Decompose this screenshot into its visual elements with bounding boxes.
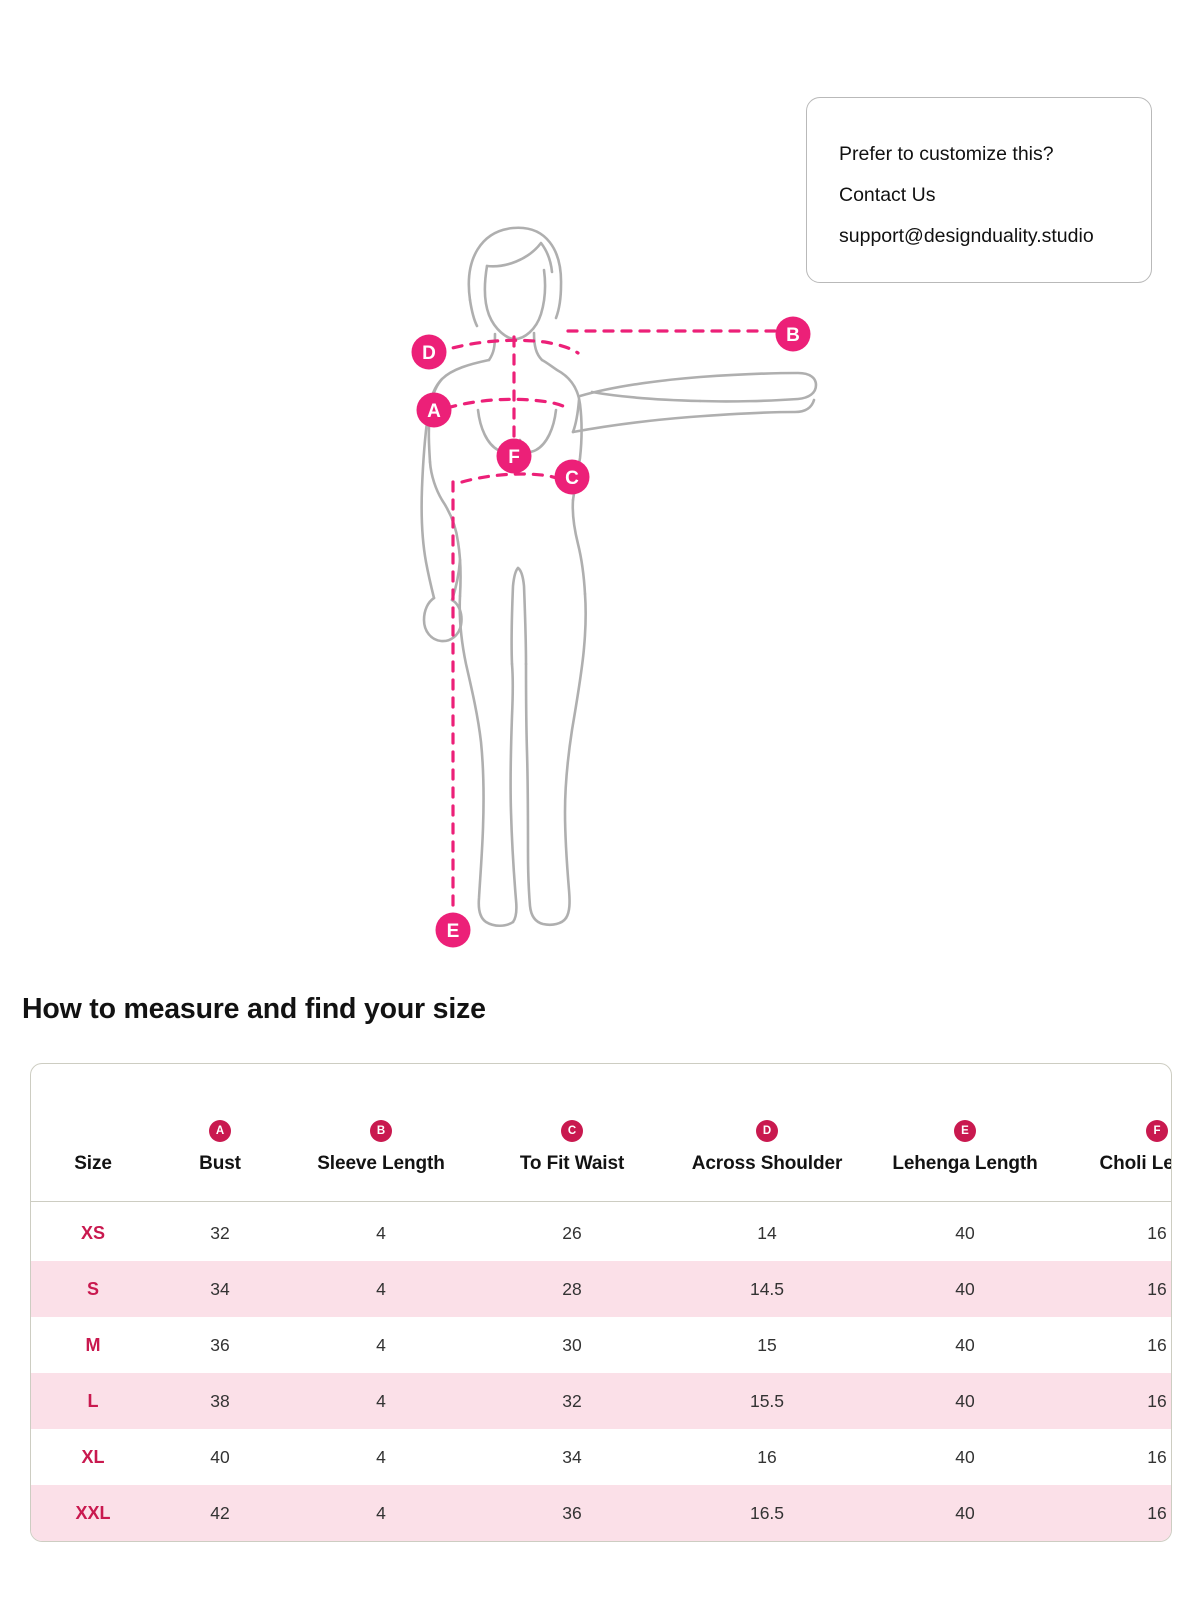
column-header-lehenga-length: E Lehenga Length bbox=[867, 1064, 1063, 1202]
column-badge-b-icon: B bbox=[370, 1120, 392, 1142]
svg-text:E: E bbox=[447, 921, 460, 942]
cell-lehenga: 40 bbox=[867, 1485, 1063, 1541]
column-header-size: Size bbox=[31, 1064, 155, 1202]
cell-shoulder: 15.5 bbox=[667, 1373, 867, 1429]
column-badge-c-icon: C bbox=[561, 1120, 583, 1142]
column-label-choli-length: Choli Length bbox=[1099, 1153, 1171, 1174]
marker-A: A bbox=[416, 392, 452, 428]
column-label-across-shoulder: Across Shoulder bbox=[691, 1153, 843, 1174]
column-header-bust: A Bust bbox=[155, 1064, 285, 1202]
marker-F: F bbox=[496, 438, 532, 474]
marker-E: E bbox=[435, 912, 471, 948]
column-label-lehenga-length: Lehenga Length bbox=[892, 1153, 1038, 1174]
column-label-sleeve-length: Sleeve Length bbox=[317, 1153, 445, 1174]
cell-sleeve: 4 bbox=[285, 1485, 477, 1541]
cell-waist: 30 bbox=[562, 1334, 582, 1355]
cell-sleeve: 4 bbox=[376, 1222, 386, 1243]
page-title: How to measure and find your size bbox=[22, 993, 486, 1025]
cell-waist: 28 bbox=[477, 1261, 667, 1317]
marker-B: B bbox=[775, 316, 811, 352]
cell-lehenga: 40 bbox=[867, 1373, 1063, 1429]
column-badge-e-icon: E bbox=[954, 1120, 976, 1142]
marker-C: C bbox=[554, 459, 590, 495]
cell-choli: 16 bbox=[1147, 1222, 1167, 1243]
table-header-row: Size A Bust B Sleeve Length C To Fit Wai… bbox=[31, 1064, 1171, 1202]
cell-shoulder: 16 bbox=[757, 1446, 777, 1467]
table-row: L 38 4 32 15.5 40 16 bbox=[31, 1373, 1171, 1429]
cell-size: XL bbox=[81, 1446, 105, 1467]
cell-waist: 34 bbox=[562, 1446, 582, 1467]
cell-shoulder: 16.5 bbox=[667, 1485, 867, 1541]
cell-lehenga: 40 bbox=[955, 1446, 975, 1467]
dashed-line-bust bbox=[445, 397, 572, 412]
cell-choli: 16 bbox=[1063, 1373, 1171, 1429]
cell-choli: 16 bbox=[1147, 1446, 1167, 1467]
column-badge-f-icon: F bbox=[1146, 1120, 1168, 1142]
size-chart-body: XS 32 4 26 14 40 16 S 34 4 28 14.5 40 16… bbox=[31, 1202, 1171, 1541]
cell-choli: 16 bbox=[1063, 1485, 1171, 1541]
column-header-sleeve-length: B Sleeve Length bbox=[285, 1064, 477, 1202]
cell-size: S bbox=[31, 1261, 155, 1317]
table-row: XL 40 4 34 16 40 16 bbox=[31, 1429, 1171, 1485]
measurement-dashed-lines bbox=[434, 329, 780, 914]
cell-size: XXL bbox=[31, 1485, 155, 1541]
cell-waist: 36 bbox=[477, 1485, 667, 1541]
cell-bust: 40 bbox=[210, 1446, 230, 1467]
column-label-size: Size bbox=[74, 1153, 112, 1174]
cell-bust: 36 bbox=[210, 1334, 230, 1355]
cell-choli: 16 bbox=[1147, 1334, 1167, 1355]
column-label-bust: Bust bbox=[199, 1153, 241, 1174]
column-header-choli-length: F Choli Length bbox=[1063, 1064, 1171, 1202]
measurement-markers: D B A F C E bbox=[411, 316, 811, 948]
cell-size: M bbox=[85, 1334, 101, 1355]
cell-bust: 38 bbox=[155, 1373, 285, 1429]
column-header-to-fit-waist: C To Fit Waist bbox=[477, 1064, 667, 1202]
column-badge-a-icon: A bbox=[209, 1120, 231, 1142]
cell-waist: 26 bbox=[562, 1222, 582, 1243]
column-badge-d-icon: D bbox=[756, 1120, 778, 1142]
cell-sleeve: 4 bbox=[285, 1261, 477, 1317]
cell-size: XS bbox=[80, 1222, 105, 1243]
dashed-line-across-shoulder bbox=[434, 338, 580, 355]
cell-shoulder: 14.5 bbox=[667, 1261, 867, 1317]
cell-bust: 34 bbox=[155, 1261, 285, 1317]
cell-shoulder: 15 bbox=[757, 1334, 777, 1355]
cell-bust: 42 bbox=[155, 1485, 285, 1541]
svg-text:F: F bbox=[508, 447, 520, 468]
cell-sleeve: 4 bbox=[376, 1334, 386, 1355]
table-row: M 36 4 30 15 40 16 bbox=[31, 1317, 1171, 1373]
cell-waist: 32 bbox=[477, 1373, 667, 1429]
cell-lehenga: 40 bbox=[955, 1334, 975, 1355]
column-label-to-fit-waist: To Fit Waist bbox=[519, 1153, 625, 1174]
dashed-line-waist bbox=[460, 472, 568, 484]
measurement-figure: D B A F C E bbox=[411, 226, 818, 948]
table-row: XXL 42 4 36 16.5 40 16 bbox=[31, 1485, 1171, 1541]
svg-text:B: B bbox=[786, 325, 800, 346]
svg-text:A: A bbox=[427, 401, 441, 422]
support-email-link[interactable]: support@designduality.studio bbox=[839, 225, 1094, 247]
svg-text:C: C bbox=[565, 468, 579, 489]
contact-callout-card: Prefer to customize this? Contact Us sup… bbox=[806, 97, 1152, 283]
size-chart-card: Size A Bust B Sleeve Length C To Fit Wai… bbox=[30, 1063, 1172, 1542]
cell-size: L bbox=[31, 1373, 155, 1429]
column-header-across-shoulder: D Across Shoulder bbox=[667, 1064, 867, 1202]
table-row: S 34 4 28 14.5 40 16 bbox=[31, 1261, 1171, 1317]
contact-prompt-text: Prefer to customize this? bbox=[839, 143, 1054, 165]
cell-choli: 16 bbox=[1063, 1261, 1171, 1317]
cell-sleeve: 4 bbox=[285, 1373, 477, 1429]
cell-bust: 32 bbox=[210, 1222, 230, 1243]
table-row: XS 32 4 26 14 40 16 bbox=[31, 1202, 1171, 1262]
cell-lehenga: 40 bbox=[955, 1222, 975, 1243]
column-badge-size bbox=[82, 1120, 104, 1142]
svg-text:D: D bbox=[422, 343, 436, 364]
contact-us-link[interactable]: Contact Us bbox=[839, 184, 936, 206]
cell-lehenga: 40 bbox=[867, 1261, 1063, 1317]
cell-sleeve: 4 bbox=[376, 1446, 386, 1467]
marker-D: D bbox=[411, 334, 447, 370]
cell-shoulder: 14 bbox=[757, 1222, 777, 1243]
size-chart-table: Size A Bust B Sleeve Length C To Fit Wai… bbox=[31, 1064, 1171, 1541]
